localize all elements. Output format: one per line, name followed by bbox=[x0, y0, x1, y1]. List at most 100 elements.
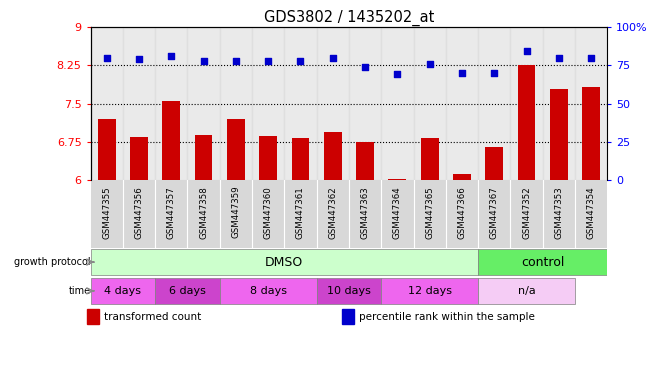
Point bbox=[489, 70, 500, 76]
Bar bbox=[485, 147, 503, 180]
Text: 12 days: 12 days bbox=[408, 286, 452, 296]
Bar bbox=[517, 65, 535, 180]
Bar bbox=[413, 27, 446, 180]
Bar bbox=[446, 27, 478, 180]
Bar bbox=[478, 249, 607, 275]
Point bbox=[231, 58, 242, 64]
Bar bbox=[285, 27, 317, 180]
Text: GSM447366: GSM447366 bbox=[458, 186, 466, 238]
Bar bbox=[91, 249, 478, 275]
Text: GSM447357: GSM447357 bbox=[167, 186, 176, 238]
Text: transformed count: transformed count bbox=[104, 311, 201, 321]
Point bbox=[263, 58, 274, 64]
Bar bbox=[478, 27, 511, 180]
Title: GDS3802 / 1435202_at: GDS3802 / 1435202_at bbox=[264, 9, 434, 25]
Text: GSM447358: GSM447358 bbox=[199, 186, 208, 238]
Text: GSM447365: GSM447365 bbox=[425, 186, 434, 238]
Bar bbox=[349, 180, 381, 248]
Bar bbox=[324, 132, 342, 180]
Text: GSM447363: GSM447363 bbox=[360, 186, 370, 238]
Text: GSM447367: GSM447367 bbox=[490, 186, 499, 238]
Bar bbox=[543, 180, 575, 248]
Point bbox=[166, 53, 176, 59]
Bar bbox=[421, 139, 439, 180]
Bar bbox=[130, 137, 148, 180]
Bar bbox=[162, 101, 180, 180]
Point bbox=[327, 55, 338, 61]
Point bbox=[456, 70, 467, 76]
Bar bbox=[413, 180, 446, 248]
Bar bbox=[317, 180, 349, 248]
Text: GSM447356: GSM447356 bbox=[134, 186, 144, 238]
Bar bbox=[511, 180, 543, 248]
Bar bbox=[575, 27, 607, 180]
Bar bbox=[123, 27, 155, 180]
Bar bbox=[381, 180, 413, 248]
Bar bbox=[446, 180, 478, 248]
Bar bbox=[220, 180, 252, 248]
Bar bbox=[317, 27, 349, 180]
Text: GSM447360: GSM447360 bbox=[264, 186, 272, 238]
Bar bbox=[543, 27, 575, 180]
Bar bbox=[259, 136, 277, 180]
Text: GSM447364: GSM447364 bbox=[393, 186, 402, 238]
Point bbox=[586, 55, 597, 61]
Bar bbox=[381, 278, 478, 304]
Bar bbox=[582, 87, 600, 180]
Text: 4 days: 4 days bbox=[105, 286, 142, 296]
Point bbox=[521, 48, 532, 55]
Bar bbox=[575, 180, 607, 248]
Bar bbox=[511, 27, 543, 180]
Point bbox=[134, 56, 144, 62]
Point bbox=[101, 55, 112, 61]
Point bbox=[360, 64, 370, 70]
Text: control: control bbox=[521, 256, 564, 268]
Text: DMSO: DMSO bbox=[265, 256, 303, 268]
Text: GSM447361: GSM447361 bbox=[296, 186, 305, 238]
Bar bbox=[91, 278, 155, 304]
Point bbox=[554, 55, 564, 61]
Bar bbox=[252, 27, 285, 180]
Point bbox=[295, 58, 306, 64]
Bar bbox=[453, 174, 471, 180]
Bar bbox=[342, 310, 354, 324]
Bar bbox=[349, 27, 381, 180]
Bar bbox=[252, 180, 285, 248]
Bar bbox=[123, 180, 155, 248]
Bar bbox=[478, 180, 511, 248]
Text: GSM447359: GSM447359 bbox=[231, 186, 240, 238]
Bar bbox=[155, 278, 220, 304]
Bar bbox=[195, 136, 213, 180]
Point bbox=[198, 58, 209, 64]
Bar bbox=[91, 180, 123, 248]
Bar bbox=[478, 278, 575, 304]
Bar bbox=[220, 27, 252, 180]
Text: GSM447355: GSM447355 bbox=[102, 186, 111, 238]
Text: 8 days: 8 days bbox=[250, 286, 287, 296]
Text: 10 days: 10 days bbox=[327, 286, 371, 296]
Bar bbox=[550, 89, 568, 180]
Bar bbox=[389, 179, 406, 180]
Bar bbox=[356, 142, 374, 180]
Text: n/a: n/a bbox=[517, 286, 535, 296]
Bar bbox=[317, 278, 381, 304]
Bar bbox=[285, 180, 317, 248]
Bar bbox=[227, 119, 245, 180]
Bar bbox=[220, 278, 317, 304]
Text: GSM447354: GSM447354 bbox=[586, 186, 596, 238]
Bar bbox=[155, 180, 187, 248]
Bar bbox=[98, 119, 115, 180]
Bar bbox=[292, 139, 309, 180]
Text: time: time bbox=[68, 286, 91, 296]
Bar bbox=[187, 27, 220, 180]
Bar bbox=[87, 310, 99, 324]
Text: growth protocol: growth protocol bbox=[14, 257, 91, 267]
Bar bbox=[381, 27, 413, 180]
Bar bbox=[155, 27, 187, 180]
Point bbox=[424, 61, 435, 67]
Point bbox=[392, 71, 403, 78]
Text: 6 days: 6 days bbox=[169, 286, 206, 296]
Text: percentile rank within the sample: percentile rank within the sample bbox=[359, 311, 535, 321]
Text: GSM447353: GSM447353 bbox=[554, 186, 564, 238]
Bar bbox=[91, 27, 123, 180]
